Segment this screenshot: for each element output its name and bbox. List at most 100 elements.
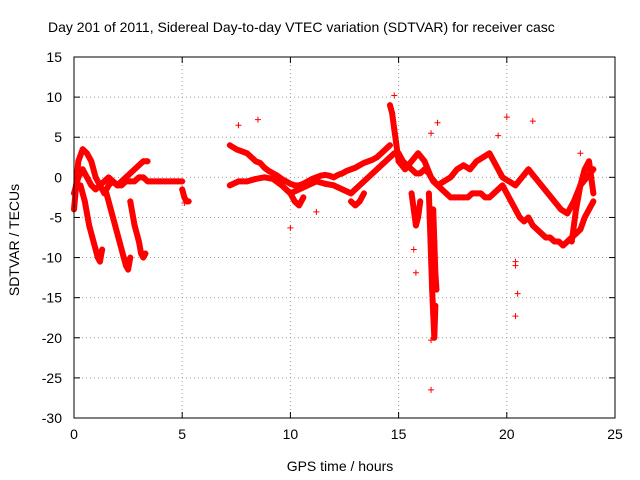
data-point bbox=[544, 190, 551, 197]
outlier-point bbox=[412, 269, 419, 276]
data-point bbox=[107, 206, 114, 213]
data-point bbox=[109, 178, 116, 185]
data-point bbox=[79, 146, 86, 153]
data-point bbox=[417, 170, 424, 177]
data-point bbox=[486, 150, 493, 157]
data-point bbox=[144, 158, 151, 165]
data-point bbox=[118, 182, 125, 189]
data-point bbox=[88, 182, 95, 189]
grid bbox=[74, 57, 615, 418]
data-point bbox=[83, 150, 90, 157]
data-point bbox=[135, 162, 142, 169]
data-point bbox=[412, 222, 419, 229]
data-point bbox=[495, 186, 502, 193]
data-point bbox=[77, 182, 84, 189]
data-point bbox=[343, 167, 350, 174]
data-point bbox=[239, 148, 246, 155]
data-trace bbox=[568, 158, 597, 245]
data-point bbox=[365, 174, 372, 181]
y-tick-label: 0 bbox=[54, 169, 62, 185]
outlier-point bbox=[391, 92, 398, 99]
data-point bbox=[261, 164, 268, 171]
data-point bbox=[499, 174, 506, 181]
outlier-point bbox=[428, 130, 435, 137]
data-point bbox=[586, 206, 593, 213]
plot-frame bbox=[73, 56, 616, 419]
x-tick-label: 10 bbox=[283, 426, 299, 442]
data-point bbox=[127, 170, 134, 177]
data-point bbox=[551, 198, 558, 205]
data-point bbox=[296, 202, 303, 209]
outlier-point bbox=[313, 208, 320, 215]
data-point bbox=[431, 334, 438, 341]
data-point bbox=[75, 158, 82, 165]
data-point bbox=[454, 166, 461, 173]
x-tick-label: 15 bbox=[391, 426, 407, 442]
data-point bbox=[486, 194, 493, 201]
data-point bbox=[120, 254, 127, 261]
data-point bbox=[373, 166, 380, 173]
data-point bbox=[347, 166, 354, 173]
data-point bbox=[516, 214, 523, 221]
data-point bbox=[415, 214, 422, 221]
data-point bbox=[568, 238, 575, 245]
data-point bbox=[140, 254, 147, 261]
data-point bbox=[81, 198, 88, 205]
data-point bbox=[248, 154, 255, 161]
data-trace bbox=[77, 182, 106, 265]
data-point bbox=[555, 238, 562, 245]
data-point bbox=[265, 167, 272, 174]
data-point bbox=[257, 159, 264, 166]
data-point bbox=[79, 166, 86, 173]
data-point bbox=[103, 190, 110, 197]
data-point bbox=[322, 171, 329, 178]
data-point bbox=[430, 206, 437, 213]
y-tick-label: -10 bbox=[42, 250, 62, 266]
data-point bbox=[347, 190, 354, 197]
data-point bbox=[270, 170, 277, 177]
data-point bbox=[287, 190, 294, 197]
data-point bbox=[105, 182, 112, 189]
data-point bbox=[252, 158, 259, 165]
data-point bbox=[252, 175, 259, 182]
data-point bbox=[356, 162, 363, 169]
data-point bbox=[86, 222, 93, 229]
data-point bbox=[287, 180, 294, 187]
data-point bbox=[365, 158, 372, 165]
data-point bbox=[233, 146, 240, 153]
data-point bbox=[425, 190, 432, 197]
data-point bbox=[467, 166, 474, 173]
data-point bbox=[127, 198, 134, 205]
data-point bbox=[335, 171, 342, 178]
data-point bbox=[378, 150, 385, 157]
x-axis-label: GPS time / hours bbox=[287, 458, 394, 474]
data-trace bbox=[179, 186, 192, 205]
chart-title: Day 201 of 2011, Sidereal Day-to-day VTE… bbox=[48, 19, 555, 35]
data-point bbox=[547, 234, 554, 241]
data-point bbox=[512, 182, 519, 189]
x-tick-label: 20 bbox=[499, 426, 515, 442]
data-point bbox=[431, 238, 438, 245]
data-point bbox=[356, 182, 363, 189]
data-point bbox=[534, 226, 541, 233]
data-point bbox=[408, 158, 415, 165]
x-tick-label: 0 bbox=[70, 426, 78, 442]
outlier-point bbox=[254, 116, 261, 123]
data-point bbox=[560, 242, 567, 249]
outlier-point bbox=[529, 118, 536, 125]
y-tick-label: -15 bbox=[42, 290, 62, 306]
data-point bbox=[90, 238, 97, 245]
data-trace bbox=[287, 190, 307, 209]
y-tick-label: -30 bbox=[42, 410, 62, 426]
data-point bbox=[433, 286, 440, 293]
data-point bbox=[131, 222, 138, 229]
outlier-point bbox=[512, 258, 519, 265]
data-point bbox=[330, 182, 337, 189]
data-point bbox=[473, 158, 480, 165]
data-point bbox=[296, 186, 303, 193]
data-point bbox=[96, 258, 103, 265]
data-point bbox=[116, 238, 123, 245]
data-point bbox=[88, 158, 95, 165]
data-point bbox=[573, 206, 580, 213]
outlier-point bbox=[428, 337, 435, 344]
